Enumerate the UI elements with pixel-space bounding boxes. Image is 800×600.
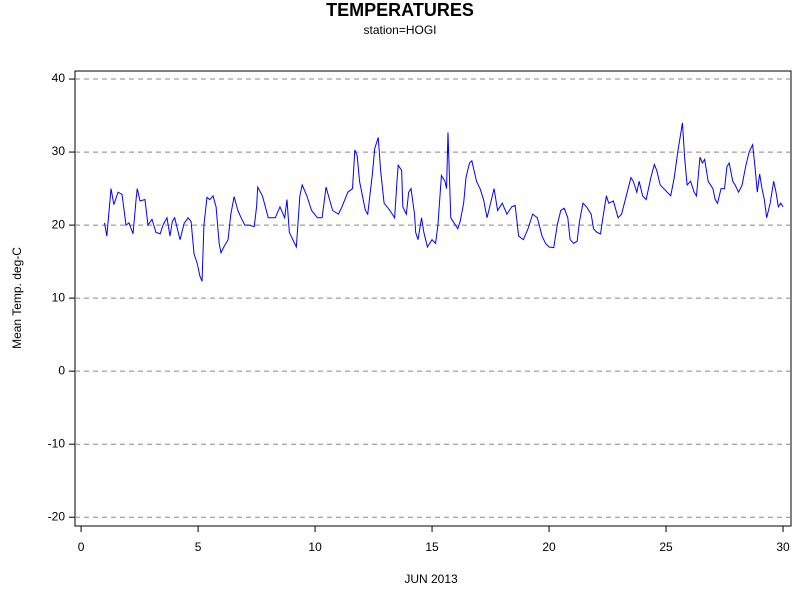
y-tick-label: 20	[52, 217, 66, 231]
x-axis-label: JUN 2013	[404, 572, 458, 586]
x-tick-label: 10	[308, 540, 322, 554]
x-tick-label: 5	[195, 540, 202, 554]
x-tick-label: 15	[425, 540, 439, 554]
y-axis-label: Mean Temp. deg-C	[10, 247, 24, 349]
y-tick-label: 30	[52, 144, 66, 158]
y-tick-label: -10	[48, 436, 66, 450]
y-tick-label: -20	[48, 509, 66, 523]
x-tick-label: 0	[78, 540, 85, 554]
x-tick-label: 30	[776, 540, 790, 554]
y-tick-label: 10	[52, 290, 66, 304]
chart-title: TEMPERATURES	[326, 0, 474, 20]
data-line	[103, 122, 784, 282]
x-tick-label: 25	[659, 540, 673, 554]
y-tick-label: 0	[58, 363, 65, 377]
chart-subtitle: station=HOGI	[363, 23, 436, 37]
y-tick-label: 40	[52, 71, 66, 85]
x-tick-label: 20	[542, 540, 556, 554]
